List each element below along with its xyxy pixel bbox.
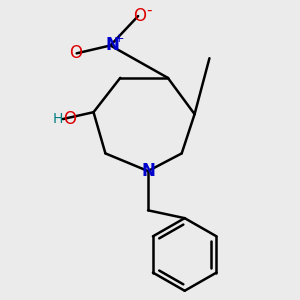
Text: O: O (69, 44, 82, 62)
Text: H: H (53, 112, 63, 126)
Text: +: + (114, 32, 124, 45)
Text: O: O (63, 110, 76, 128)
Text: -: - (146, 3, 152, 18)
Text: N: N (105, 37, 119, 55)
Text: O: O (134, 7, 147, 25)
Text: N: N (141, 162, 155, 180)
